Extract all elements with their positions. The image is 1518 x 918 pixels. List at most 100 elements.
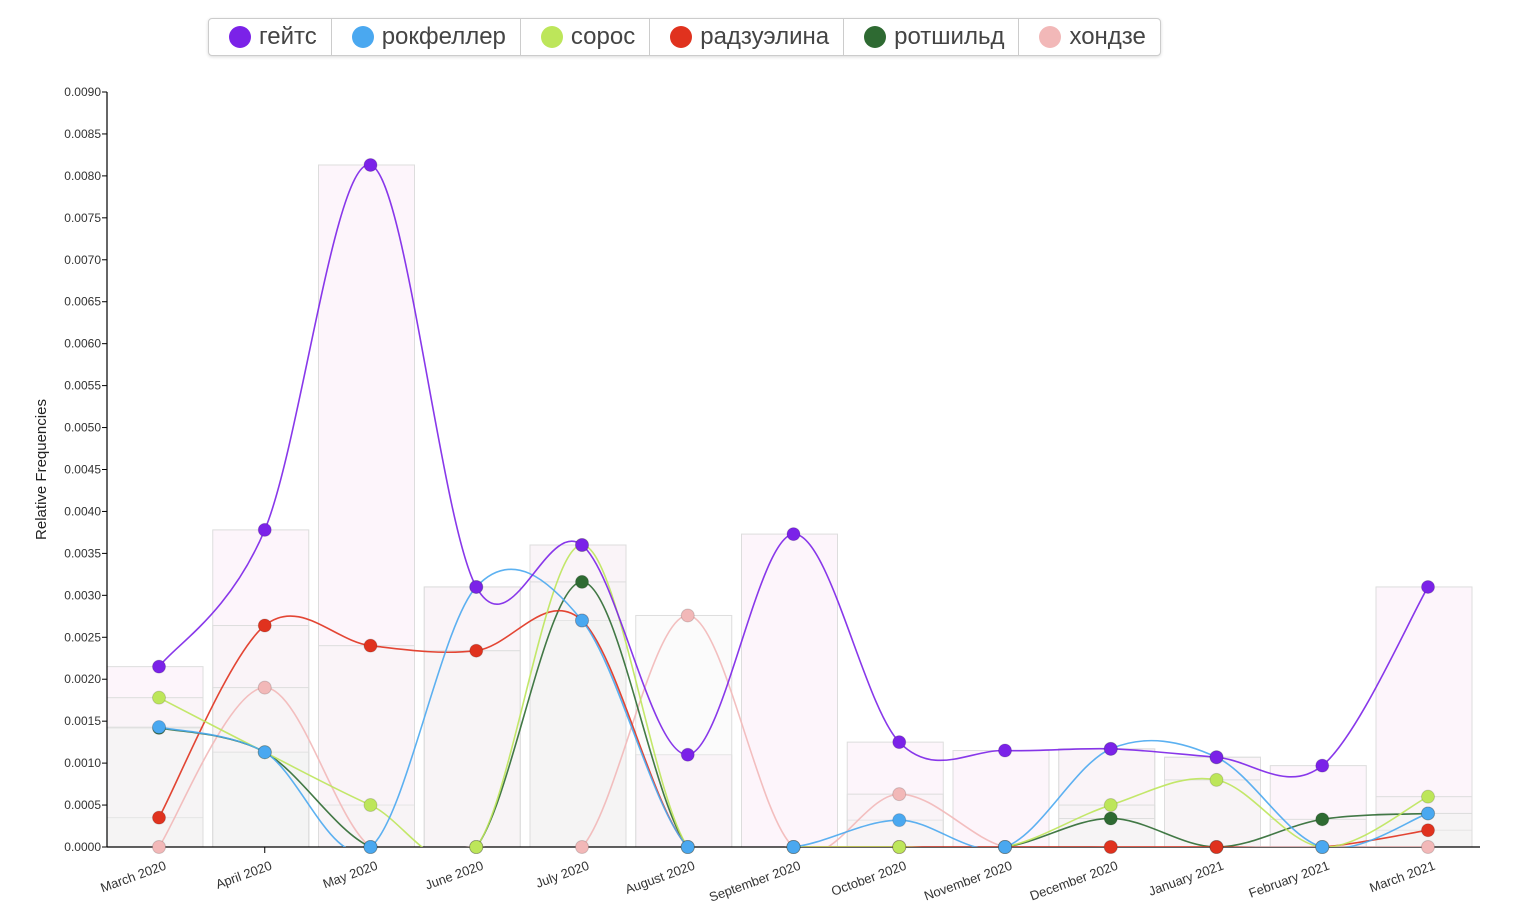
y-tick-label: 0.0065 (64, 295, 101, 309)
legend-item-2[interactable]: сорос (521, 19, 651, 55)
data-point-0-9[interactable] (1103, 741, 1118, 756)
data-point-1-5[interactable] (680, 840, 695, 854)
data-point-5-7[interactable] (892, 787, 907, 802)
data-point-0-1[interactable] (257, 522, 272, 537)
data-point-2-0[interactable] (152, 690, 166, 705)
bar-2-12 (1375, 796, 1473, 848)
data-point-1-4[interactable] (575, 613, 589, 628)
data-point-2-12[interactable] (1421, 789, 1435, 804)
y-tick-label: 0.0025 (64, 630, 101, 644)
y-tick-label: 0.0060 (64, 337, 101, 351)
data-point-0-3[interactable] (469, 579, 484, 594)
data-point-3-9[interactable] (1103, 840, 1118, 854)
series-line-2 (158, 544, 1429, 847)
data-point-1-6[interactable] (786, 840, 801, 854)
data-point-3-1[interactable] (257, 618, 272, 633)
data-point-0-0[interactable] (152, 659, 166, 674)
y-tick-label: 0.0005 (64, 798, 101, 812)
bar-3-1 (212, 625, 310, 848)
legend-dot-icon (864, 26, 887, 48)
data-point-1-11[interactable] (1315, 840, 1330, 854)
bar-1-0 (106, 726, 204, 848)
data-point-0-10[interactable] (1209, 750, 1224, 765)
legend-item-1[interactable]: рокфеллер (332, 19, 521, 55)
data-point-3-10[interactable] (1209, 840, 1224, 854)
y-tick-label: 0.0015 (64, 714, 101, 728)
x-tick-label: April 2020 (214, 858, 274, 892)
data-point-2-3[interactable] (469, 840, 484, 854)
data-point-2-7[interactable] (892, 840, 907, 854)
data-point-1-1[interactable] (257, 745, 272, 760)
bar-0-8 (952, 750, 1050, 848)
y-tick-label: 0.0080 (64, 169, 101, 183)
bar-0-11 (1269, 765, 1367, 848)
legend-item-5[interactable]: хондзе (1019, 19, 1159, 55)
data-point-0-8[interactable] (998, 743, 1012, 758)
data-point-5-4[interactable] (575, 840, 589, 854)
x-tick-label: December 2020 (1028, 858, 1120, 904)
y-tick-label: 0.0050 (64, 421, 101, 435)
data-point-1-8[interactable] (998, 840, 1012, 854)
bar-4-4 (529, 581, 627, 848)
series-line-4 (158, 581, 1429, 847)
data-point-3-2[interactable] (363, 638, 378, 653)
y-tick-label: 0.0055 (64, 379, 101, 393)
x-tick-label: March 2020 (98, 858, 168, 896)
bar-3-3 (423, 650, 521, 848)
data-point-0-2[interactable] (363, 157, 378, 172)
data-point-5-12[interactable] (1421, 840, 1435, 854)
data-point-1-12[interactable] (1421, 806, 1435, 821)
x-tick-label: September 2020 (707, 858, 802, 905)
x-tick-label: October 2020 (829, 858, 908, 899)
data-point-0-12[interactable] (1421, 579, 1435, 594)
data-point-5-0[interactable] (152, 840, 166, 854)
legend-dot-icon (229, 26, 251, 48)
legend-item-4[interactable]: ротшильд (844, 19, 1020, 55)
data-point-4-4[interactable] (575, 574, 589, 589)
bar-2-10 (1164, 779, 1261, 848)
data-point-5-5[interactable] (680, 608, 695, 623)
bar-0-6 (741, 533, 838, 848)
legend-label: рокфеллер (381, 23, 506, 50)
legend-label: сорос (570, 23, 636, 50)
data-point-2-10[interactable] (1209, 772, 1224, 787)
data-point-1-7[interactable] (892, 813, 907, 828)
bar-3-4 (529, 620, 627, 848)
y-tick-label: 0.0035 (64, 546, 101, 560)
series-line-0 (158, 164, 1429, 778)
x-tick-label: January 2021 (1146, 858, 1225, 899)
y-tick-label: 0.0000 (64, 840, 101, 854)
data-point-0-5[interactable] (680, 747, 695, 762)
data-point-0-7[interactable] (892, 735, 907, 750)
y-tick-label: 0.0090 (64, 85, 101, 99)
data-point-0-11[interactable] (1315, 758, 1330, 773)
legend: гейтс рокфеллер сорос радзуэлина ротшильд хон… (208, 18, 1161, 56)
y-tick-label: 0.0075 (64, 211, 101, 225)
data-point-2-9[interactable] (1103, 798, 1118, 813)
data-point-0-6[interactable] (786, 527, 801, 542)
data-point-3-0[interactable] (152, 810, 166, 825)
data-point-3-12[interactable] (1421, 823, 1435, 838)
data-point-5-1[interactable] (257, 680, 272, 695)
y-tick-label: 0.0040 (64, 504, 101, 518)
data-point-2-2[interactable] (363, 798, 378, 813)
data-point-3-3[interactable] (469, 643, 484, 658)
data-point-4-11[interactable] (1315, 812, 1330, 827)
legend-label: радзуэлина (700, 23, 830, 50)
y-tick-label: 0.0070 (64, 253, 101, 267)
y-axis-label: Relative Frequencies (33, 399, 50, 540)
series-line-5 (158, 614, 1428, 847)
data-point-0-4[interactable] (575, 538, 589, 552)
legend-label: ротшильд (894, 23, 1005, 50)
legend-dot-icon (1039, 26, 1062, 48)
bar-0-10 (1164, 756, 1261, 848)
data-point-1-0[interactable] (152, 720, 166, 735)
data-point-4-9[interactable] (1103, 811, 1118, 826)
legend-item-0[interactable]: гейтс (209, 19, 332, 55)
data-point-1-2[interactable] (363, 840, 378, 854)
y-tick-label: 0.0020 (64, 672, 101, 686)
x-tick-label: June 2020 (423, 858, 485, 893)
x-tick-label: March 2021 (1367, 858, 1437, 896)
legend-item-3[interactable]: радзуэлина (650, 19, 845, 55)
